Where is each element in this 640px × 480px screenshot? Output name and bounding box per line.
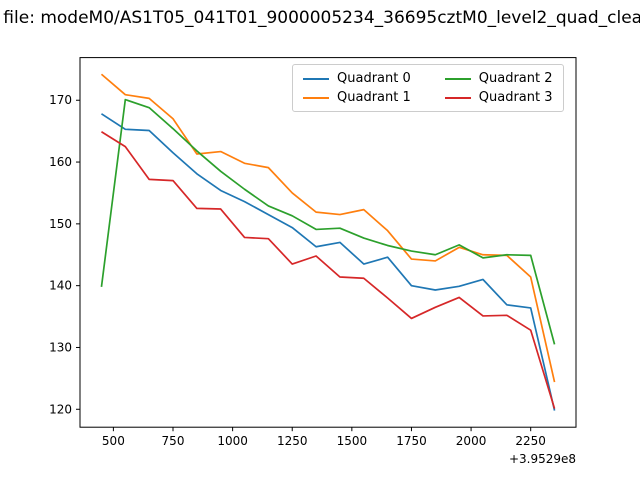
y-tick-label: 150 [49, 217, 72, 231]
y-tick-label: 130 [49, 340, 72, 354]
x-tick-label: 500 [102, 434, 125, 448]
axes-frame [79, 57, 577, 428]
series-line-quadrant-1 [100, 73, 556, 383]
legend-entry-quadrant-1: Quadrant 1 [303, 90, 411, 105]
legend-entry-quadrant-0: Quadrant 0 [303, 71, 411, 86]
x-tick-label: 1250 [277, 434, 308, 448]
y-tick-label: 140 [49, 279, 72, 293]
chart-title: n file: modeM0/AS1T05_041T01_9000005234_… [0, 8, 640, 28]
legend-entry-quadrant-2: Quadrant 2 [444, 71, 553, 86]
series-line-quadrant-0 [100, 113, 556, 411]
legend-label: Quadrant 2 [478, 71, 553, 86]
series-line-quadrant-2 [100, 98, 556, 345]
x-tick-label: 2250 [515, 434, 546, 448]
y-tick-label: 160 [49, 155, 72, 169]
legend-line-sample [444, 96, 471, 99]
y-tick-label: 170 [49, 93, 72, 107]
x-tick-label: 1500 [337, 434, 368, 448]
x-tick-label: 1000 [217, 434, 248, 448]
y-tick-label: 120 [49, 402, 72, 416]
x-tick-label: 2000 [456, 434, 487, 448]
legend-label: Quadrant 3 [478, 90, 553, 105]
legend-line-sample [303, 77, 329, 80]
legend-label: Quadrant 0 [337, 71, 411, 86]
legend-line-sample [444, 77, 471, 80]
x-tick-label: 750 [162, 434, 185, 448]
legend: Quadrant 0 Quadrant 2 Quadrant 1 Quadrant 3 [292, 64, 564, 112]
legend-label: Quadrant 1 [337, 90, 411, 105]
series-line-quadrant-3 [101, 131, 556, 409]
legend-entry-quadrant-3: Quadrant 3 [444, 90, 553, 105]
x-tick-label: 1750 [396, 434, 427, 448]
legend-line-sample [303, 96, 329, 99]
x-axis-offset-label: +3.9529e8 [509, 452, 576, 466]
